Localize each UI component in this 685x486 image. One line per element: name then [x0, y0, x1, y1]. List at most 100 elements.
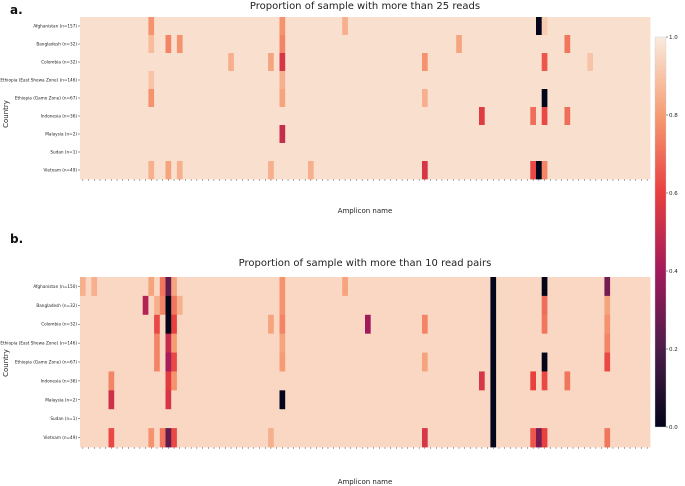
heatmap-cell — [404, 390, 411, 410]
colorbar-tick-label: 1.0 — [669, 35, 678, 41]
heatmap-cell — [342, 295, 349, 316]
heatmap-cell — [182, 161, 189, 180]
heatmap-cell — [524, 295, 531, 316]
heatmap-cell — [627, 35, 634, 54]
heatmap-cell — [598, 71, 605, 90]
heatmap-cell — [382, 371, 389, 391]
heatmap-cell — [353, 161, 360, 180]
heatmap-cell — [347, 71, 354, 90]
heatmap-cell — [102, 409, 109, 429]
heatmap-cell — [410, 428, 417, 448]
heatmap-cell — [176, 428, 183, 448]
colorbar-tick-label: 0.0 — [669, 425, 678, 431]
heatmap-cell — [222, 352, 229, 372]
heatmap-cell — [610, 125, 617, 144]
heatmap-cell — [422, 333, 429, 353]
heatmap-cell — [353, 371, 360, 391]
heatmap-cell — [273, 352, 280, 372]
heatmap-cell — [97, 53, 104, 72]
heatmap-cell — [564, 125, 571, 144]
heatmap-cell — [467, 409, 474, 429]
heatmap-cell — [325, 314, 332, 335]
heatmap-cell — [638, 428, 645, 448]
heatmap-cell — [330, 53, 337, 72]
heatmap-cell — [399, 277, 406, 297]
heatmap-cell — [80, 107, 87, 126]
heatmap-cell — [632, 71, 639, 90]
heatmap-cell — [347, 277, 354, 297]
heatmap-cell — [422, 352, 429, 372]
heatmap-cell — [108, 390, 115, 410]
colorbar-tick-label: 0.4 — [669, 269, 678, 275]
heatmap-cell — [598, 35, 605, 54]
heatmap-cell — [501, 352, 508, 372]
row-label: Colombia (n=32) — [41, 322, 77, 327]
heatmap-cell — [581, 53, 588, 72]
heatmap-cell — [644, 295, 651, 316]
heatmap-cell — [484, 35, 491, 54]
heatmap-cell — [159, 107, 166, 126]
heatmap-cell — [290, 390, 297, 410]
heatmap-cell — [154, 143, 161, 162]
heatmap-cell — [439, 333, 446, 353]
heatmap-cell — [154, 428, 161, 448]
heatmap-cell — [216, 371, 223, 391]
heatmap-cell — [496, 89, 503, 108]
heatmap-cell — [627, 161, 634, 180]
heatmap-cell — [593, 161, 600, 180]
heatmap-cell — [142, 17, 149, 36]
heatmap-cell — [171, 71, 178, 90]
heatmap-cell — [416, 371, 423, 391]
heatmap-cell — [268, 314, 275, 335]
heatmap-cell — [80, 371, 87, 391]
heatmap-cell — [416, 314, 423, 335]
heatmap-cell — [256, 71, 263, 90]
heatmap-cell — [399, 89, 406, 108]
heatmap-cell — [479, 314, 486, 335]
heatmap-cell — [387, 125, 394, 144]
heatmap-cell — [182, 333, 189, 353]
heatmap-cell — [536, 71, 543, 90]
heatmap-cell — [399, 314, 406, 335]
heatmap-cell — [205, 35, 212, 54]
heatmap-cell — [245, 390, 252, 410]
heatmap-cell — [91, 161, 98, 180]
heatmap-cell — [336, 71, 343, 90]
heatmap-cell — [593, 89, 600, 108]
heatmap-cell — [422, 53, 429, 72]
heatmap-cell — [216, 409, 223, 429]
heatmap-cell — [205, 277, 212, 297]
heatmap-cell — [427, 89, 434, 108]
heatmap-cell — [604, 314, 611, 335]
heatmap-cell — [194, 409, 201, 429]
heatmap-cell — [370, 371, 377, 391]
heatmap-cell — [416, 125, 423, 144]
heatmap-cell — [114, 352, 121, 372]
heatmap-cell — [114, 17, 121, 36]
heatmap-cell — [644, 390, 651, 410]
heatmap-cell — [644, 71, 651, 90]
heatmap-cell — [524, 428, 531, 448]
heatmap-cell — [456, 89, 463, 108]
heatmap-cell — [439, 35, 446, 54]
heatmap-cell — [245, 352, 252, 372]
heatmap-cell — [530, 125, 537, 144]
heatmap-cell — [501, 89, 508, 108]
heatmap-cell — [553, 295, 560, 316]
heatmap-cell — [621, 35, 628, 54]
heatmap-cell — [575, 277, 582, 297]
heatmap-cell — [342, 352, 349, 372]
heatmap-cell — [541, 390, 548, 410]
heatmap-cell — [239, 35, 246, 54]
heatmap-cell — [450, 89, 457, 108]
heatmap-cell — [598, 143, 605, 162]
heatmap-cell — [501, 295, 508, 316]
heatmap-cell — [353, 17, 360, 36]
heatmap-cell — [199, 107, 206, 126]
heatmap-cell — [541, 35, 548, 54]
heatmap-cell — [353, 277, 360, 297]
heatmap-cell — [547, 35, 554, 54]
heatmap-cell — [587, 390, 594, 410]
heatmap-cell — [450, 295, 457, 316]
heatmap-cell — [308, 143, 315, 162]
